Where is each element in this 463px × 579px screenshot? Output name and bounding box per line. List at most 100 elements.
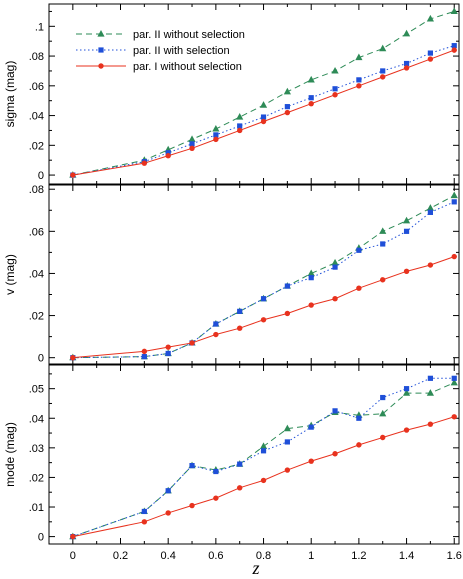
data-point	[236, 485, 243, 491]
panel-3: 0 0.2 0.4 0.6 0.8 1 1.2 1.4 1.6 0 .01 .02 .03 .04 .05 m…	[3, 364, 462, 562]
data-point	[426, 389, 434, 396]
data-point	[260, 317, 267, 323]
data-point	[331, 66, 339, 74]
data-point	[260, 477, 267, 484]
legend-label: par. II without selection	[133, 29, 245, 41]
data-point	[165, 344, 171, 350]
data-point	[308, 275, 314, 281]
data-point	[189, 340, 195, 346]
data-point	[426, 204, 434, 211]
data-point	[308, 424, 314, 430]
panel-1: 0 .02 .04 .06 .08 .1 sigma (mag) par. II withou…	[3, 3, 460, 185]
y-tick-label: .05	[29, 384, 44, 396]
x-tick-label: 0.4	[161, 550, 176, 562]
data-point	[380, 241, 386, 247]
data-point	[284, 439, 290, 445]
data-point	[213, 132, 219, 138]
data-point	[260, 448, 267, 454]
data-point	[403, 427, 410, 433]
data-point	[70, 172, 76, 178]
data-point	[451, 375, 457, 381]
series-par-i-without-selection	[70, 47, 457, 178]
series-par-ii-without-selection	[69, 191, 458, 361]
data-point	[213, 495, 219, 501]
data-point	[427, 50, 433, 56]
legend-marker	[98, 63, 104, 69]
data-point	[451, 253, 457, 260]
data-point	[165, 488, 171, 494]
series-par-i-without-selection	[70, 414, 457, 540]
x-tick-label: 0	[70, 550, 76, 562]
series-par-ii-with-selection	[70, 199, 457, 361]
data-point	[380, 74, 386, 80]
y-tick-label: .04	[29, 413, 44, 425]
data-point	[189, 141, 195, 147]
legend-marker	[97, 30, 105, 37]
series-line	[72, 382, 455, 538]
data-point	[308, 458, 314, 464]
data-point	[189, 462, 195, 469]
y-tick-label: .04	[29, 111, 44, 123]
data-point	[380, 394, 386, 401]
data-point	[451, 43, 457, 49]
data-point	[332, 86, 338, 92]
data-point	[427, 209, 433, 215]
legend-label: par. II with selection	[133, 45, 230, 57]
data-point	[451, 47, 457, 53]
data-point	[450, 191, 458, 199]
y-tick-label: .08	[29, 51, 44, 63]
data-point	[355, 53, 363, 61]
y-tick-label: .04	[29, 268, 44, 280]
panel-frame	[48, 184, 460, 365]
data-point	[379, 44, 387, 52]
series-line	[72, 10, 455, 176]
y-tick-label: .06	[29, 81, 44, 93]
data-point	[284, 310, 291, 317]
y-tick-label: .08	[29, 184, 44, 196]
data-point	[284, 104, 290, 110]
data-point	[260, 118, 267, 125]
data-point	[237, 308, 243, 314]
x-tick-label: 1.6	[447, 550, 462, 562]
data-point	[141, 160, 148, 166]
data-point	[427, 56, 434, 62]
x-tick-label: 1.2	[351, 550, 366, 562]
x-tick-label: 0.8	[256, 550, 271, 562]
data-point	[307, 269, 315, 277]
data-point	[450, 7, 458, 15]
series-line	[72, 49, 455, 176]
data-point	[332, 92, 338, 98]
series-par-ii-with-selection	[70, 43, 457, 178]
data-point	[332, 408, 338, 414]
data-point	[283, 87, 291, 95]
data-point	[356, 83, 362, 89]
data-point	[260, 296, 267, 302]
data-point	[356, 247, 362, 253]
data-point	[283, 424, 291, 432]
data-point	[451, 414, 457, 420]
data-point	[403, 60, 410, 67]
legend-marker	[98, 47, 104, 53]
data-point	[284, 467, 291, 473]
series-line	[72, 416, 455, 538]
data-point	[308, 302, 314, 308]
panel-frame	[48, 364, 460, 545]
y-tick-label: .01	[29, 502, 44, 514]
data-point	[380, 434, 386, 441]
data-point	[308, 95, 314, 101]
chart-panels: 0 .02 .04 .06 .08 .1 sigma (mag) par. II withou…	[3, 3, 462, 562]
data-point	[213, 321, 219, 327]
data-point	[451, 199, 457, 205]
data-point	[213, 468, 219, 475]
data-point	[356, 285, 362, 291]
data-point	[213, 136, 219, 143]
data-point	[259, 442, 268, 449]
data-point	[379, 409, 387, 417]
data-point	[237, 461, 243, 467]
data-point	[284, 283, 290, 289]
x-axis-label: z	[251, 558, 259, 578]
series-line	[72, 45, 455, 176]
data-point	[141, 348, 148, 355]
data-point	[213, 331, 219, 338]
data-point	[165, 150, 171, 156]
